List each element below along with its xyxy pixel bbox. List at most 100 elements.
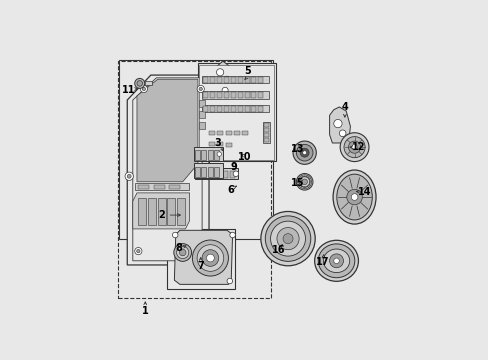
- Bar: [201, 167, 206, 176]
- Bar: [203, 171, 208, 178]
- Polygon shape: [214, 61, 233, 99]
- Circle shape: [260, 211, 315, 266]
- Bar: [199, 111, 205, 118]
- Polygon shape: [329, 107, 350, 143]
- Circle shape: [300, 148, 308, 157]
- Bar: [251, 92, 256, 98]
- Bar: [202, 76, 268, 84]
- Circle shape: [179, 250, 186, 257]
- Text: 15: 15: [290, 178, 304, 188]
- Bar: [263, 138, 268, 141]
- Bar: [158, 198, 165, 225]
- Bar: [244, 92, 249, 98]
- Bar: [138, 198, 146, 225]
- Circle shape: [302, 151, 306, 155]
- Ellipse shape: [323, 249, 349, 273]
- Circle shape: [179, 249, 185, 256]
- Bar: [224, 106, 228, 112]
- Bar: [208, 141, 215, 146]
- Circle shape: [197, 245, 224, 271]
- Circle shape: [344, 136, 365, 158]
- Bar: [202, 91, 268, 99]
- Bar: [168, 185, 180, 189]
- Bar: [251, 77, 256, 82]
- Text: 13: 13: [290, 144, 304, 153]
- Bar: [202, 105, 268, 112]
- Bar: [167, 198, 175, 225]
- Text: 14: 14: [357, 186, 370, 197]
- Text: 3: 3: [214, 138, 220, 148]
- Circle shape: [173, 244, 191, 261]
- Bar: [119, 60, 272, 239]
- Ellipse shape: [318, 244, 354, 278]
- Bar: [167, 229, 235, 288]
- Polygon shape: [133, 193, 189, 229]
- Bar: [225, 143, 231, 147]
- Bar: [199, 66, 274, 159]
- Text: 6: 6: [227, 185, 234, 195]
- Bar: [217, 141, 223, 146]
- Circle shape: [329, 254, 343, 268]
- Circle shape: [340, 133, 368, 162]
- Bar: [251, 106, 256, 112]
- Bar: [199, 122, 205, 129]
- Circle shape: [192, 240, 228, 276]
- Ellipse shape: [314, 240, 358, 281]
- Bar: [242, 131, 248, 135]
- Bar: [193, 163, 223, 177]
- Text: 2: 2: [158, 210, 165, 220]
- Circle shape: [216, 69, 224, 76]
- Circle shape: [265, 216, 310, 261]
- Circle shape: [339, 130, 346, 136]
- Ellipse shape: [336, 174, 371, 220]
- Bar: [230, 106, 235, 112]
- Circle shape: [226, 278, 232, 284]
- Circle shape: [199, 87, 202, 91]
- Circle shape: [137, 249, 140, 253]
- Circle shape: [127, 174, 131, 178]
- Circle shape: [351, 144, 357, 150]
- Circle shape: [348, 141, 360, 153]
- Bar: [216, 106, 222, 112]
- Text: 10: 10: [238, 152, 251, 162]
- Circle shape: [296, 144, 312, 161]
- Bar: [201, 150, 206, 160]
- Text: 1: 1: [142, 306, 148, 316]
- Circle shape: [333, 120, 342, 128]
- Bar: [203, 92, 207, 98]
- Bar: [230, 77, 235, 82]
- Bar: [198, 63, 275, 161]
- Bar: [138, 185, 149, 189]
- Circle shape: [222, 87, 228, 93]
- Bar: [258, 106, 263, 112]
- Bar: [148, 198, 156, 225]
- Circle shape: [135, 247, 142, 255]
- Bar: [209, 92, 214, 98]
- Bar: [209, 77, 214, 82]
- Circle shape: [135, 78, 144, 89]
- Bar: [207, 167, 212, 176]
- Text: 12: 12: [351, 142, 365, 152]
- Bar: [229, 171, 234, 178]
- Bar: [144, 81, 151, 85]
- Polygon shape: [137, 79, 198, 182]
- Circle shape: [224, 76, 230, 82]
- Bar: [244, 106, 249, 112]
- Bar: [195, 150, 200, 160]
- Text: 16: 16: [271, 245, 285, 255]
- Circle shape: [125, 172, 133, 180]
- Circle shape: [283, 234, 292, 244]
- Bar: [237, 77, 242, 82]
- Bar: [223, 171, 228, 178]
- Bar: [217, 131, 223, 135]
- Bar: [203, 77, 207, 82]
- Bar: [263, 123, 268, 127]
- Bar: [230, 92, 235, 98]
- Circle shape: [197, 85, 204, 93]
- Bar: [195, 168, 238, 179]
- Bar: [195, 167, 200, 176]
- Circle shape: [229, 232, 235, 238]
- Text: 4: 4: [341, 102, 347, 112]
- Bar: [207, 150, 212, 160]
- Bar: [199, 100, 205, 107]
